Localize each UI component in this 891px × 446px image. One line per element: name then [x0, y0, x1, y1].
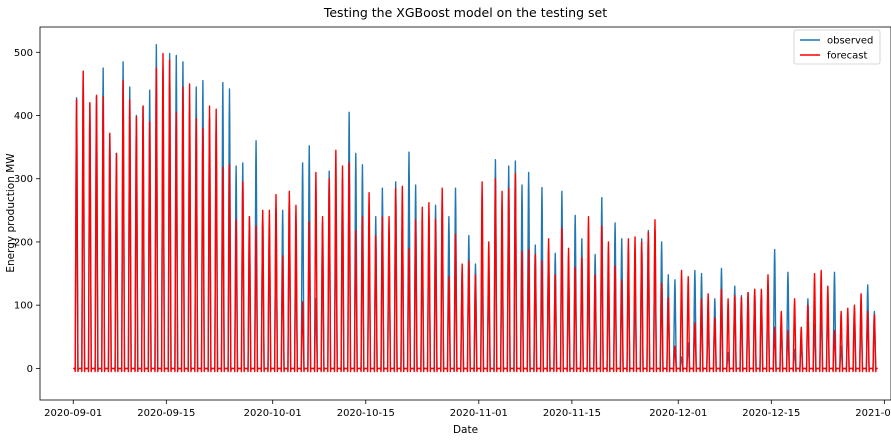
legend: observed forecast: [793, 29, 881, 65]
x-axis: 2020-09-01 2020-09-15 2020-10-01 2020-10-15…: [44, 400, 891, 419]
x-tick-label: 2020-09-01: [44, 408, 102, 419]
x-tick-label: 2020-09-15: [137, 408, 195, 419]
x-tick-label: 2020-12-15: [742, 408, 800, 419]
y-axis-label: Energy production MW: [5, 153, 17, 273]
y-tick-label: 500: [14, 48, 33, 59]
x-tick-label: 2020-10-01: [244, 408, 302, 419]
y-tick-label: 400: [14, 111, 33, 122]
y-axis: 0 100 200 300 400 500: [14, 48, 40, 375]
y-tick-label: 0: [27, 364, 33, 375]
legend-label-forecast: forecast: [827, 51, 868, 62]
x-tick-label: 2020-11-15: [543, 408, 601, 419]
x-tick-label: 2020-11-01: [450, 408, 508, 419]
x-tick-label: 2020-10-15: [337, 408, 395, 419]
series-line-observed: [73, 44, 878, 371]
plot-area: [73, 44, 878, 373]
x-axis-label: Date: [453, 424, 478, 436]
y-tick-label: 300: [14, 174, 33, 185]
y-tick-label: 100: [14, 301, 33, 312]
x-tick-label: 2021-01-01: [855, 408, 891, 419]
x-tick-label: 2020-12-01: [649, 408, 707, 419]
chart-title: Testing the XGBoost model on the testing…: [323, 5, 607, 20]
plot-frame: [39, 26, 891, 401]
y-tick-label: 200: [14, 237, 33, 248]
series-line-forecast: [73, 52, 878, 373]
legend-label-observed: observed: [827, 36, 873, 47]
